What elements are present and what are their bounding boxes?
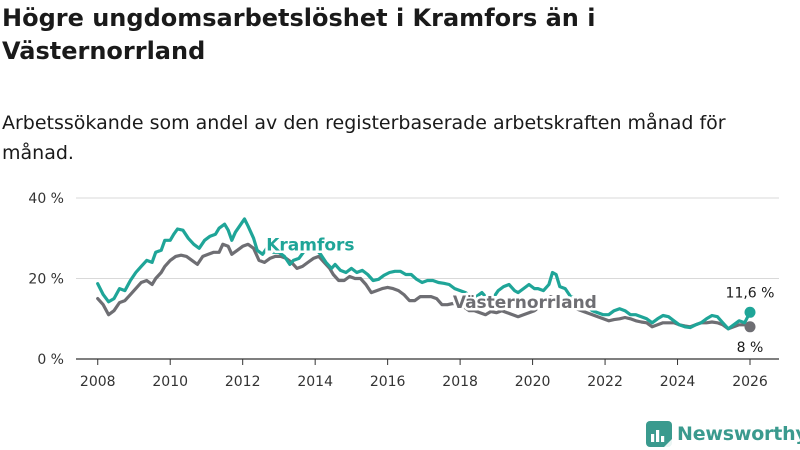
chart-title: Högre ungdomsarbetslöshet i Kramfors än … <box>2 4 596 65</box>
x-axis: 2008 2010 2012 2014 2016 2018 2020 2022 2024 2026 <box>80 359 768 390</box>
x-tick-label: 2026 <box>732 374 768 390</box>
y-tick-label: 0 % <box>37 352 64 368</box>
end-value-label-kramfors: 11,6 % <box>726 285 775 301</box>
y-tick-label: 20 % <box>28 272 64 288</box>
chart-subtitle: Arbetssökande som andel av den registerb… <box>2 112 726 164</box>
x-tick-label: 2022 <box>587 374 623 390</box>
brand-logo: Newsworthy <box>646 421 800 447</box>
x-tick-label: 2016 <box>370 374 406 390</box>
end-point-marker <box>744 321 756 333</box>
x-tick-label: 2018 <box>442 374 478 390</box>
x-tick-label: 2010 <box>152 374 188 390</box>
bar-chart-logo-icon <box>646 421 672 447</box>
grid <box>76 197 779 360</box>
y-axis: 0 % 20 % 40 % <box>28 191 64 368</box>
series-label-vasternorrland: Västernorrland <box>453 293 597 313</box>
series-labels: Kramfors Västernorrland 11,6 % 8 % <box>264 233 775 356</box>
x-tick-label: 2008 <box>80 374 116 390</box>
x-tick-label: 2014 <box>297 374 333 390</box>
x-tick-label: 2012 <box>225 374 261 390</box>
series-lines <box>96 217 756 333</box>
x-tick-label: 2020 <box>515 374 551 390</box>
series-label-kramfors: Kramfors <box>266 235 354 255</box>
series-line-kramfors <box>96 217 752 331</box>
series-line-vsternorrland <box>96 242 752 331</box>
x-tick-label: 2024 <box>660 374 696 390</box>
end-value-label-vasternorrland: 8 % <box>737 340 764 356</box>
y-tick-label: 40 % <box>28 191 64 207</box>
end-point-marker <box>744 306 756 318</box>
brand-name: Newsworthy <box>677 423 800 445</box>
